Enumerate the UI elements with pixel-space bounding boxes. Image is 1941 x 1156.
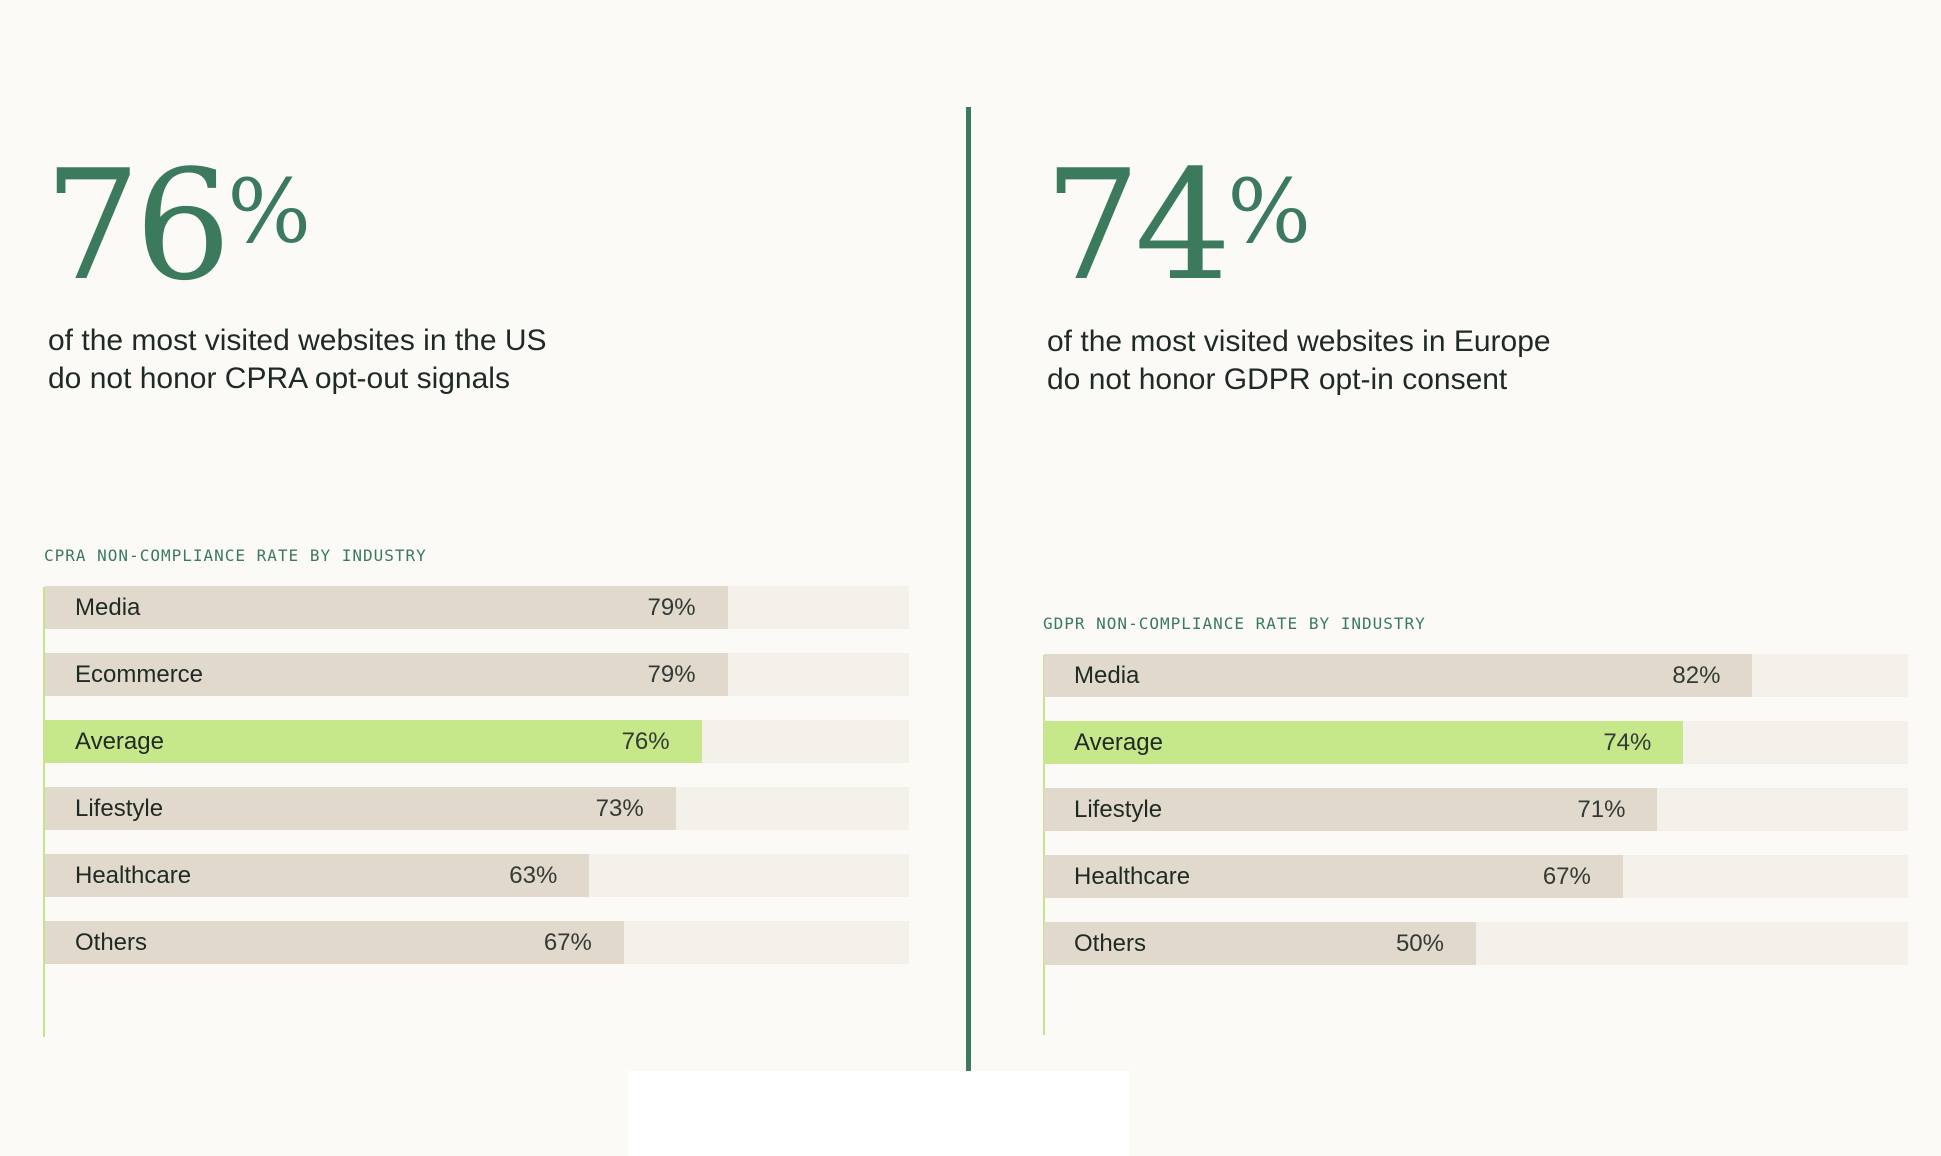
cpra-bar-healthcare <box>45 854 590 897</box>
gdpr-bar-value-healthcare: 67% <box>1542 863 1591 890</box>
cpra-bar-label-others: Others <box>75 929 148 956</box>
cpra-bar-row-media: Media 79% <box>45 586 909 629</box>
cpra-bar-label-lifestyle: Lifestyle <box>75 795 164 822</box>
cpra-bar-chart: Media 79% Ecommerce 79% Average 76% Lifestyle 7… <box>45 586 909 966</box>
us-stat: 76% <box>44 150 311 302</box>
cpra-bar-value-healthcare: 63% <box>509 862 558 889</box>
cpra-bar-row-lifestyle: Lifestyle 73% <box>45 787 909 830</box>
gdpr-chart-title: GDPR NON-COMPLIANCE RATE BY INDUSTRY <box>1043 614 1426 633</box>
gdpr-bar-row-average: Average 74% <box>1044 721 1908 764</box>
cpra-bar-ecommerce <box>45 653 728 696</box>
gdpr-bar-value-media: 82% <box>1672 662 1721 689</box>
cpra-bar-value-others: 67% <box>543 929 592 956</box>
gdpr-bar-healthcare <box>1044 855 1623 898</box>
eu-stat-description: of the most visited websites in Europe d… <box>1047 323 1747 399</box>
us-desc-line-2: do not honor CPRA opt-out signals <box>48 362 510 395</box>
gdpr-bar-value-lifestyle: 71% <box>1577 796 1626 823</box>
eu-desc-line-1: of the most visited websites in Europe <box>1047 325 1551 358</box>
gdpr-bar-label-healthcare: Healthcare <box>1074 863 1191 890</box>
gdpr-bar-label-lifestyle: Lifestyle <box>1074 796 1163 823</box>
left-panel: 76% of the most visited websites in the … <box>0 0 960 1156</box>
bottom-blank-area <box>628 1071 1129 1156</box>
cpra-bar-lifestyle <box>45 787 676 830</box>
gdpr-bar-lifestyle <box>1044 788 1658 831</box>
cpra-bar-row-others: Others 67% <box>45 921 909 964</box>
panel-divider <box>966 107 971 1071</box>
cpra-bar-label-media: Media <box>75 594 141 621</box>
cpra-bar-average <box>45 720 702 763</box>
gdpr-bar-label-media: Media <box>1074 662 1140 689</box>
gdpr-bar-others <box>1044 922 1476 965</box>
cpra-bar-value-average: 76% <box>621 728 670 755</box>
eu-desc-line-2: do not honor GDPR opt-in consent <box>1047 363 1508 396</box>
gdpr-bar-row-others: Others 50% <box>1044 922 1908 965</box>
cpra-bar-label-healthcare: Healthcare <box>75 862 192 889</box>
gdpr-bar-row-lifestyle: Lifestyle 71% <box>1044 788 1908 831</box>
cpra-bar-media <box>45 586 728 629</box>
gdpr-bar-average <box>1044 721 1684 764</box>
cpra-bar-value-ecommerce: 79% <box>647 661 696 688</box>
gdpr-bar-media <box>1044 654 1753 697</box>
right-panel: 74% of the most visited websites in Euro… <box>1000 0 1941 1156</box>
eu-stat: 74% <box>1044 150 1311 302</box>
cpra-bar-row-healthcare: Healthcare 63% <box>45 854 909 897</box>
cpra-bar-label-average: Average <box>75 728 164 755</box>
gdpr-bar-chart: Media 82% Average 74% Lifestyle 71% Healthcare… <box>1044 654 1908 974</box>
cpra-bar-row-average: Average 76% <box>45 720 909 763</box>
us-stat-percent-sign: % <box>227 160 312 263</box>
cpra-bar-row-ecommerce: Ecommerce 79% <box>45 653 909 696</box>
eu-stat-percent-sign: % <box>1227 160 1312 263</box>
us-stat-description: of the most visited websites in the US d… <box>48 322 748 398</box>
gdpr-chart-axis <box>1043 655 1045 1035</box>
gdpr-bar-label-others: Others <box>1074 930 1147 957</box>
cpra-bar-label-ecommerce: Ecommerce <box>75 661 204 688</box>
gdpr-bar-value-others: 50% <box>1395 930 1444 957</box>
cpra-bar-value-lifestyle: 73% <box>595 795 644 822</box>
cpra-bar-others <box>45 921 624 964</box>
gdpr-bar-value-average: 74% <box>1603 729 1652 756</box>
gdpr-bar-row-healthcare: Healthcare 67% <box>1044 855 1908 898</box>
us-stat-number: 76 <box>44 137 231 314</box>
gdpr-bar-label-average: Average <box>1074 729 1163 756</box>
cpra-bar-value-media: 79% <box>647 594 696 621</box>
cpra-chart-title: CPRA NON-COMPLIANCE RATE BY INDUSTRY <box>44 546 427 565</box>
us-desc-line-1: of the most visited websites in the US <box>48 324 547 357</box>
cpra-chart-axis <box>43 587 45 1037</box>
gdpr-bar-row-media: Media 82% <box>1044 654 1908 697</box>
eu-stat-number: 74 <box>1044 137 1231 314</box>
